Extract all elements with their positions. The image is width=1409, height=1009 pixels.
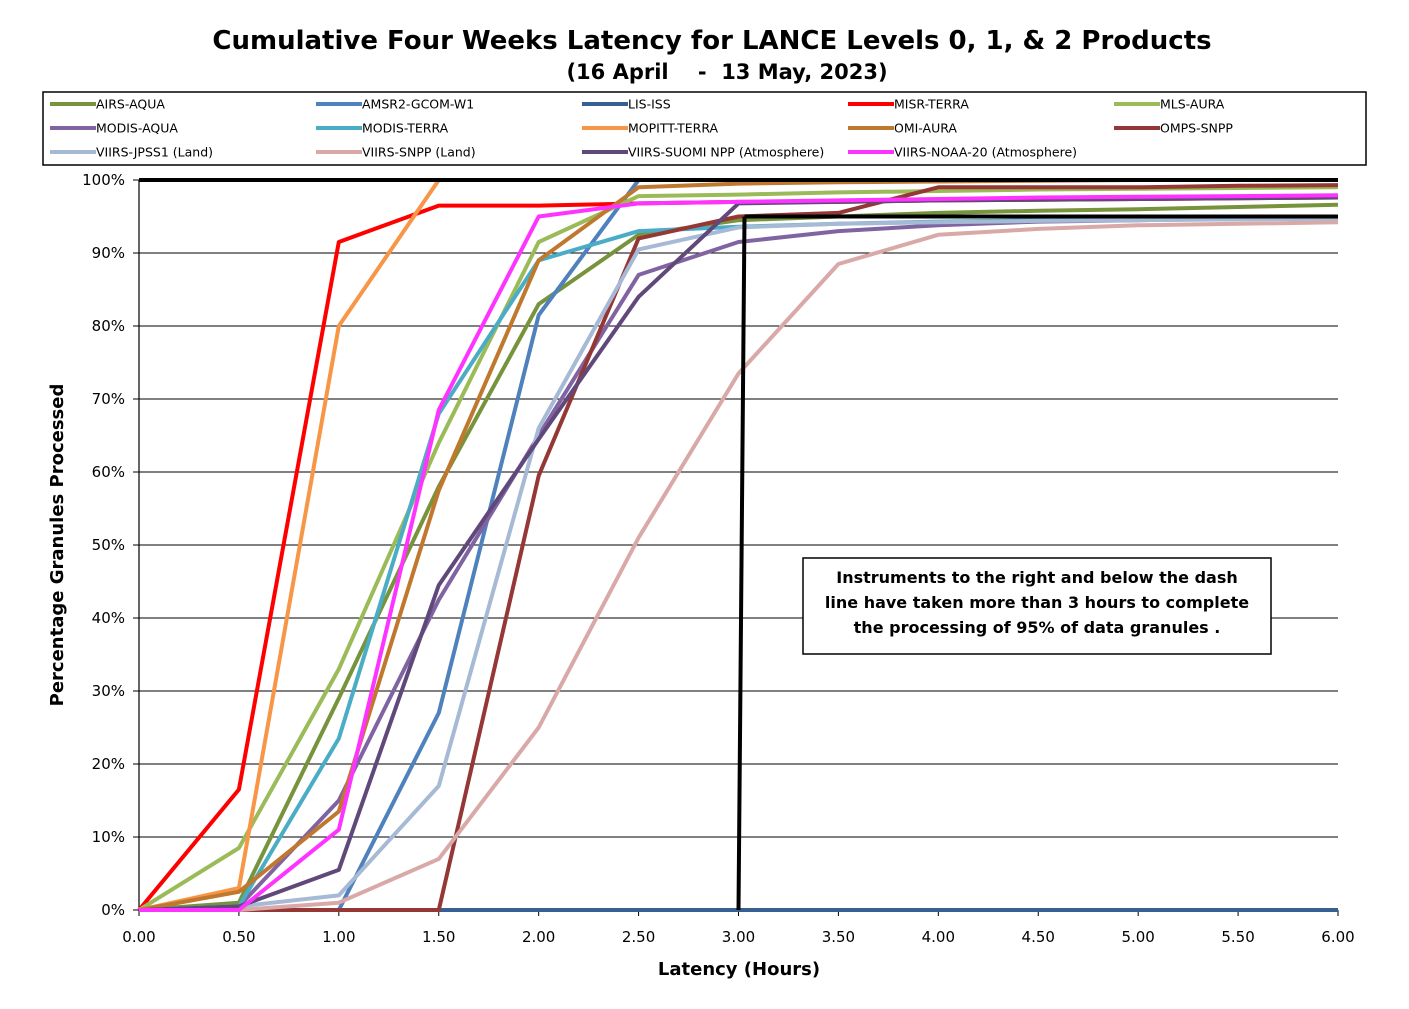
legend-entry: MODIS-TERRA	[362, 121, 449, 136]
x-tick-label: 3.50	[822, 928, 855, 946]
legend-entry: VIIRS-SNPP (Land)	[362, 145, 476, 160]
annotation-line: line have taken more than 3 hours to com…	[825, 593, 1249, 612]
y-tick-label: 80%	[92, 317, 125, 335]
legend-entry: AIRS-AQUA	[96, 97, 165, 112]
annotation-box	[802, 557, 1272, 655]
x-tick-label: 6.00	[1321, 928, 1354, 946]
y-tick-label: 40%	[92, 609, 125, 627]
series-line-13	[139, 193, 1339, 912]
y-tick-label: 60%	[92, 463, 125, 481]
legend-entry: MOPITT-TERRA	[628, 121, 719, 136]
gridlines	[133, 179, 1339, 916]
x-tick-label: 3.00	[722, 928, 755, 946]
threshold-lines	[139, 178, 1338, 911]
x-tick-label: 4.00	[922, 928, 955, 946]
legend-entry: VIIRS-SUOMI NPP (Atmosphere)	[628, 145, 824, 160]
legend-entry: MISR-TERRA	[894, 97, 969, 112]
legend-entry: MLS-AURA	[1160, 97, 1225, 112]
legend-entry: VIIRS-JPSS1 (Land)	[96, 145, 213, 160]
y-tick-label: 0%	[101, 901, 125, 919]
series-line-0	[138, 202, 1339, 912]
x-tick-label: 2.50	[622, 928, 655, 946]
threshold-line-1	[736, 216, 747, 911]
x-tick-label: 0.00	[122, 928, 155, 946]
legend: AIRS-AQUA AMSR2-GCOM-W1 LIS-ISS MISR-TERRA M…	[50, 97, 1233, 160]
x-tick-label: 5.00	[1121, 928, 1154, 946]
chart-title: Cumulative Four Weeks Latency for LANCE …	[212, 26, 1211, 56]
series-line-11	[139, 220, 1339, 912]
legend-entry: VIIRS-NOAA-20 (Atmosphere)	[894, 145, 1077, 160]
x-tick-label: 1.00	[322, 928, 355, 946]
annotation-line: Instruments to the right and below the d…	[836, 568, 1238, 587]
x-tick-label: 4.50	[1022, 928, 1055, 946]
y-tick-label: 50%	[92, 536, 125, 554]
series-line-9	[139, 183, 1339, 912]
x-tick-label: 1.50	[422, 928, 455, 946]
x-tick-label: 2.00	[522, 928, 555, 946]
series-line-10	[138, 216, 1339, 912]
x-tick-label: 5.50	[1221, 928, 1254, 946]
y-tick-label: 10%	[92, 828, 125, 846]
y-tick-label: 90%	[92, 244, 125, 262]
x-axis-label: Latency (Hours)	[658, 959, 820, 980]
x-tick-label: 0.50	[222, 928, 255, 946]
y-tick-labels: 0% 10% 20% 30% 40% 50% 60% 70% 80% 90% 100%	[82, 171, 125, 919]
legend-entry: OMI-AURA	[894, 121, 957, 136]
y-tick-label: 70%	[92, 390, 125, 408]
y-tick-label: 100%	[82, 171, 125, 189]
x-tick-labels: 0.00 0.50 1.00 1.50 2.00 2.50 3.00 3.50 4.00 4.50…	[122, 928, 1354, 946]
y-tick-label: 30%	[92, 682, 125, 700]
y-tick-label: 20%	[92, 755, 125, 773]
chart-subtitle: (16 April - 13 May, 2023)	[566, 60, 887, 84]
annotation-line: the processing of 95% of data granules .	[854, 618, 1221, 637]
annotation-text: Instruments to the right and below the d…	[825, 568, 1249, 637]
y-axis-label: Percentage Granules Processed	[47, 384, 68, 707]
legend-entry: MODIS-AQUA	[96, 121, 178, 136]
legend-entry: LIS-ISS	[628, 97, 671, 112]
legend-entry: OMPS-SNPP	[1160, 121, 1233, 136]
legend-entry: AMSR2-GCOM-W1	[362, 97, 474, 112]
